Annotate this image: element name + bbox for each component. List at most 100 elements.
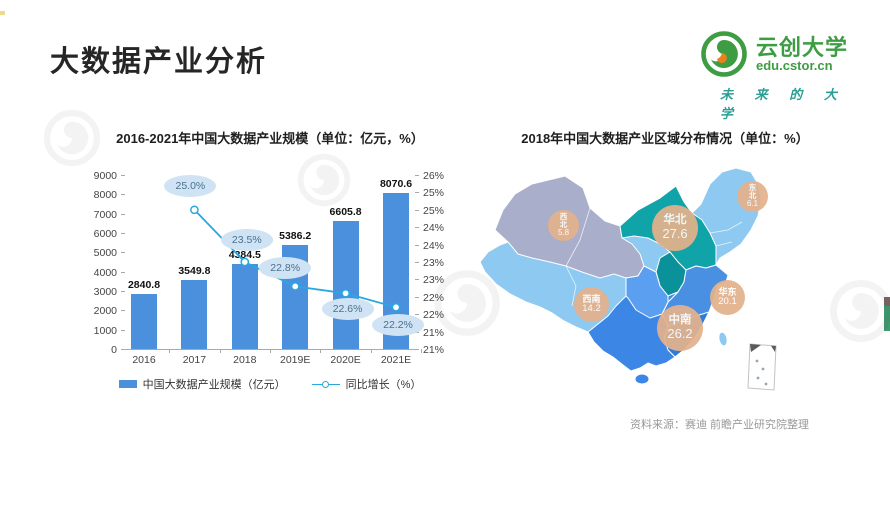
region-label-northwest: 西北 5.8 — [548, 210, 579, 241]
growth-callout: 25.0% — [164, 174, 217, 197]
south-china-sea-inset — [747, 343, 777, 391]
line-marker-icon — [391, 302, 401, 312]
taiwan-island — [718, 331, 728, 347]
bar-value-label: 5386.2 — [279, 229, 312, 242]
tick-mark — [415, 227, 419, 229]
line-marker-icon — [240, 257, 250, 267]
bar-value-label: 8070.6 — [379, 177, 413, 190]
tick-mark — [121, 271, 125, 273]
edge-strip-artifact — [884, 297, 890, 331]
region-label-southcentral: 中南 26.2 — [657, 305, 703, 351]
tick-mark — [415, 349, 419, 350]
tick-mark — [169, 349, 171, 353]
tick-mark — [415, 244, 419, 246]
right-chart-title: 2018年中国大数据产业区域分布情况（单位：%） — [521, 131, 809, 146]
y-axis-tick-left: 6000 — [93, 228, 117, 240]
growth-callout: 23.5% — [220, 229, 273, 251]
bar-2018 — [231, 264, 258, 349]
bar-value-label: 6605.8 — [329, 206, 362, 219]
x-axis-label: 2017 — [182, 354, 207, 366]
bar-value-label: 3549.8 — [178, 265, 211, 278]
tick-mark — [219, 349, 221, 353]
growth-callout: 22.6% — [321, 298, 374, 321]
logo-name: 云创大学 — [756, 34, 849, 60]
y-axis-tick-left: 2000 — [93, 305, 117, 318]
bar-value-label: 2840.8 — [127, 279, 161, 292]
tick-mark — [415, 192, 419, 194]
bar-2017 — [181, 280, 208, 349]
bar-line-chart: 2016-2021年中国大数据产业规模（单位：亿元，%） 9000 8000 700… — [70, 128, 470, 408]
y-axis-tick-right: 25% — [423, 204, 445, 217]
tick-mark — [415, 296, 419, 298]
tick-mark — [320, 349, 322, 353]
y-axis-tick-right: 23% — [423, 257, 445, 269]
region-label-north: 华北 27.6 — [652, 205, 698, 251]
y-axis-tick-right: 21% — [423, 326, 445, 339]
y-axis-tick-right: 26% — [423, 170, 445, 182]
y-axis-tick-left: 1000 — [93, 324, 117, 337]
tick-mark — [370, 349, 372, 353]
tick-mark — [270, 349, 271, 353]
tick-mark — [121, 175, 125, 176]
region-henan-hubei — [625, 265, 669, 319]
bar-2016 — [131, 294, 157, 349]
tick-mark — [415, 279, 419, 281]
page-title: 大数据产业分析 — [50, 46, 268, 78]
x-axis-label: 2021E — [380, 354, 412, 366]
y-axis-tick-right: 21% — [423, 344, 445, 356]
bar-2020E — [332, 221, 359, 349]
x-axis-label: 2016 — [132, 354, 156, 366]
y-axis-tick-left: 7000 — [93, 208, 117, 221]
y-axis-tick-right: 22% — [423, 309, 445, 322]
line-marker-icon — [290, 282, 300, 291]
y-axis-tick-right: 25% — [423, 187, 445, 200]
china-map: 华北 27.6 中南 26.2 华东 20.1 西南 14.2 东北 6.1 西北 5.8 — [470, 158, 800, 403]
line-marker-icon — [341, 288, 350, 298]
tick-mark — [415, 314, 419, 316]
y-axis-tick-right: 24% — [423, 222, 445, 235]
line-marker-icon — [190, 205, 199, 215]
x-axis-label: 2019E — [280, 354, 311, 366]
region-label-east: 华东 20.1 — [710, 280, 745, 315]
tick-mark — [121, 233, 125, 234]
corner-artifact — [0, 11, 5, 15]
brand-logo: 云创大学 edu.cstor.cn 未 来 的 大 学 — [700, 30, 880, 122]
tick-mark — [421, 349, 423, 353]
tick-mark — [121, 291, 125, 292]
y-axis-tick-right: 23% — [423, 274, 445, 287]
legend-item-bar: 中国大数据产业规模（亿元） — [118, 376, 286, 392]
y-axis-tick-left: 5000 — [93, 247, 117, 260]
growth-callout: 22.8% — [259, 257, 312, 280]
line-marker-icon — [311, 380, 340, 388]
tick-mark — [121, 194, 125, 196]
left-chart-title: 2016-2021年中国大数据产业规模（单位：亿元，%） — [116, 131, 424, 146]
y-axis-tick-left: 0 — [111, 344, 117, 356]
growth-callout: 22.2% — [372, 314, 424, 337]
chart-legend: 中国大数据产业规模（亿元） 同比增长（%） — [70, 376, 470, 392]
x-axis-label: 2020E — [330, 354, 361, 366]
x-axis-label: 2018 — [233, 354, 257, 366]
tick-mark — [121, 329, 125, 331]
hainan-island — [634, 373, 650, 385]
y-axis-tick-right: 24% — [423, 239, 445, 252]
logo-slogan: 未 来 的 大 学 — [720, 87, 846, 121]
tick-mark — [121, 252, 125, 254]
legend-label: 同比增长（%） — [345, 379, 422, 391]
tick-mark — [121, 213, 125, 215]
logo-swirl-icon — [701, 31, 747, 77]
tick-mark — [415, 175, 419, 176]
plot-area: 9000 8000 7000 6000 5000 4000 3000 2000 1000 0 26%… — [94, 170, 444, 366]
tick-mark — [415, 209, 419, 211]
y-axis-tick-left: 4000 — [93, 266, 117, 279]
bar-swatch-icon — [118, 380, 137, 388]
logo-domain: edu.cstor.cn — [756, 57, 833, 73]
bar-value-label: 4384.5 — [228, 249, 261, 262]
legend-item-line: 同比增长（%） — [311, 376, 422, 392]
tick-mark — [121, 349, 125, 350]
region-label-northeast: 东北 6.1 — [737, 181, 768, 212]
source-citation: 资料来源：赛迪 前瞻产业研究院整理 — [630, 419, 810, 431]
tick-mark — [415, 262, 419, 263]
region-label-southwest: 西南 14.2 — [574, 287, 609, 322]
china-map-chart: 2018年中国大数据产业区域分布情况（单位：%） — [465, 128, 865, 418]
